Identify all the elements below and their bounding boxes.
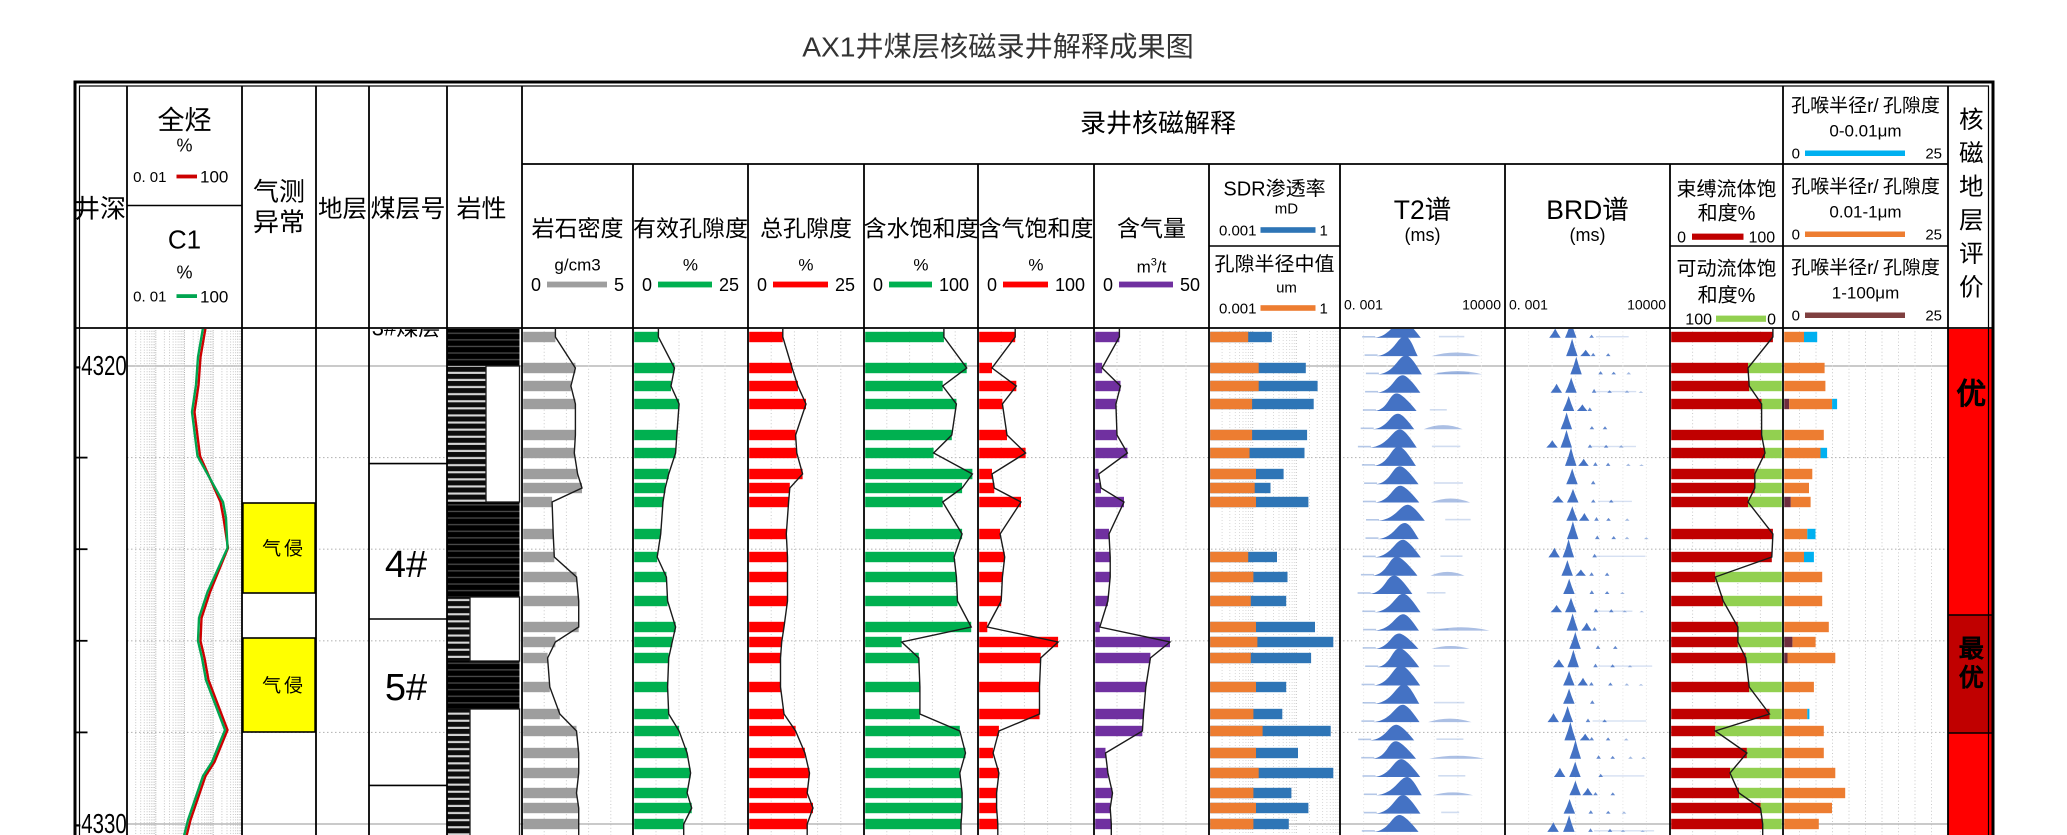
svg-text:0. 001: 0. 001 [1509,297,1548,313]
svg-text:1-100μm: 1-100μm [1832,283,1899,302]
svg-text:4#: 4# [385,544,427,586]
svg-text:%: % [1738,203,1756,225]
svg-text:(ms): (ms) [1570,225,1606,245]
svg-text:1: 1 [1320,223,1328,240]
svg-text:0: 0 [873,275,883,295]
svg-text:0: 0 [1792,146,1800,163]
svg-text:AX1: AX1 [802,30,855,62]
svg-text:100: 100 [200,287,228,306]
svg-text:mD: mD [1275,201,1298,218]
svg-text:0: 0 [531,275,541,295]
svg-text:25: 25 [1925,146,1942,163]
svg-text:m: m [1137,257,1151,276]
svg-text:/t: /t [1157,257,1167,276]
svg-text:C1: C1 [168,225,201,255]
svg-text:%: % [1738,285,1756,307]
svg-text:25: 25 [1925,227,1942,244]
svg-text:0. 01: 0. 01 [133,289,166,306]
svg-text:0: 0 [987,275,997,295]
svg-text:-4330: -4330 [75,809,127,835]
svg-text:%: % [913,255,928,274]
svg-text:%: % [177,263,193,283]
svg-text:r/: r/ [1867,258,1879,279]
svg-text:0. 01: 0. 01 [133,169,166,186]
svg-text:0: 0 [1767,311,1776,328]
svg-text:0.001: 0.001 [1219,301,1257,318]
svg-text:100: 100 [1749,229,1776,246]
svg-text:T2: T2 [1394,195,1425,225]
svg-text:r/: r/ [1867,96,1879,117]
svg-text:0.001: 0.001 [1219,223,1257,240]
svg-text:50: 50 [1180,275,1200,295]
svg-text:3#: 3# [372,316,397,341]
svg-text:r/: r/ [1867,177,1879,198]
svg-text:%: % [683,255,698,274]
svg-text:10000: 10000 [1462,297,1501,313]
svg-text:%: % [798,255,813,274]
svg-text:100: 100 [939,275,969,295]
svg-text:0: 0 [1792,308,1800,325]
svg-text:5#: 5# [385,667,427,709]
svg-text:0: 0 [1103,275,1113,295]
svg-text:0: 0 [642,275,652,295]
svg-text:-4320: -4320 [75,351,127,382]
svg-text:5: 5 [614,275,624,295]
svg-text:0. 001: 0. 001 [1344,297,1383,313]
svg-text:%: % [177,136,193,156]
svg-text:10000: 10000 [1627,297,1666,313]
svg-text:BRD: BRD [1546,195,1602,225]
svg-text:%: % [1028,255,1043,274]
svg-text:0: 0 [1677,229,1686,246]
svg-text:0: 0 [1792,227,1800,244]
svg-text:100: 100 [1685,311,1712,328]
svg-text:um: um [1276,280,1297,297]
svg-text:100: 100 [200,168,228,187]
svg-text:g/cm3: g/cm3 [554,255,600,274]
svg-text:SDR: SDR [1223,178,1265,200]
svg-text:0.01-1μm: 0.01-1μm [1829,202,1901,221]
svg-text:100: 100 [1055,275,1085,295]
svg-text:(ms): (ms) [1405,225,1441,245]
svg-text:3: 3 [1151,256,1157,268]
svg-text:25: 25 [835,275,855,295]
svg-text:0: 0 [757,275,767,295]
svg-text:25: 25 [1925,308,1942,325]
svg-text:1: 1 [1320,301,1328,318]
svg-text:0-0.01μm: 0-0.01μm [1829,121,1901,140]
svg-text:25: 25 [719,275,739,295]
